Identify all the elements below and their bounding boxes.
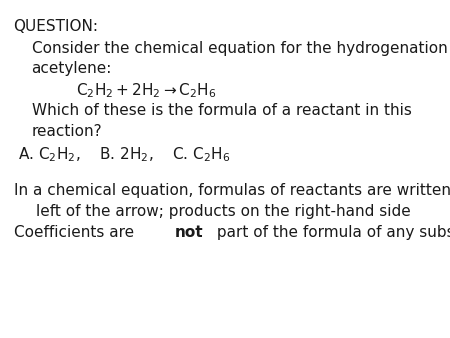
Text: Consider the chemical equation for the hydrogenation of: Consider the chemical equation for the h… (32, 41, 450, 55)
Text: $\mathregular{C_2H_2 + 2H_2 \rightarrow C_2H_6}$: $\mathregular{C_2H_2 + 2H_2 \rightarrow … (76, 82, 217, 100)
Text: part of the formula of any substance.: part of the formula of any substance. (212, 225, 450, 240)
Text: not: not (175, 225, 203, 240)
Text: acetylene:: acetylene: (32, 61, 112, 76)
Text: reaction?: reaction? (32, 124, 102, 139)
Text: QUESTION:: QUESTION: (14, 19, 99, 33)
Text: left of the arrow; products on the right-hand side: left of the arrow; products on the right… (36, 204, 411, 219)
Text: In a chemical equation, formulas of reactants are written: In a chemical equation, formulas of reac… (14, 183, 450, 198)
Text: Coefficients are: Coefficients are (14, 225, 139, 240)
Text: A. $\mathregular{C_2H_2}$,    B. $\mathregular{2H_2}$,    C. $\mathregular{C_2H_: A. $\mathregular{C_2H_2}$, B. $\mathregu… (18, 145, 230, 164)
Text: Which of these is the formula of a reactant in this: Which of these is the formula of a react… (32, 103, 411, 118)
